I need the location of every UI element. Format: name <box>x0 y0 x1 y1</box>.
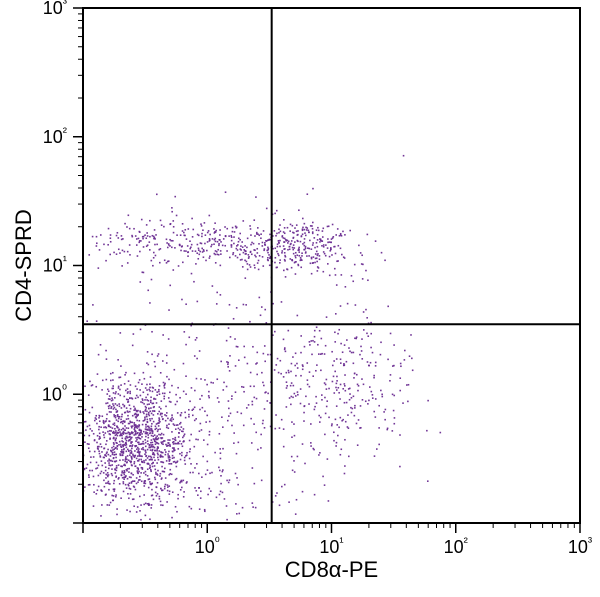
flow-cytometry-scatter: 10⁰10¹10²10³10⁰10¹10²10³CD8α-PECD4-SPRD <box>0 0 600 597</box>
scatter-svg: 10⁰10¹10²10³10⁰10¹10²10³CD8α-PECD4-SPRD <box>0 0 600 597</box>
chart-bg <box>0 0 600 597</box>
x-axis-label: CD8α-PE <box>285 557 378 582</box>
y-axis-label: CD4-SPRD <box>11 209 36 321</box>
